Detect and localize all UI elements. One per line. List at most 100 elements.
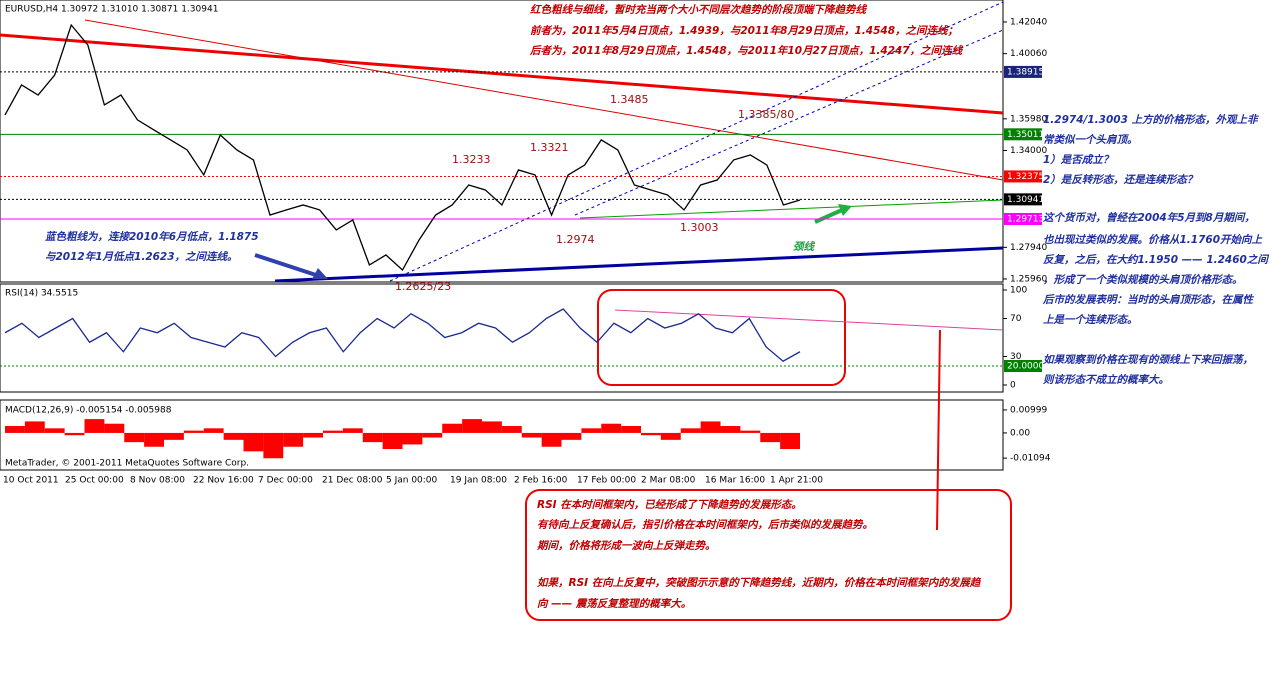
copyright: MetaTrader, © 2001-2011 MetaQuotes Softw…: [5, 459, 249, 469]
annotation: 如果，RSI 在向上反复中，突破图示示意的下降趋势线，近期内，价格在本时间框架内…: [537, 576, 982, 589]
macd-bar: [482, 421, 502, 433]
macd-bar: [203, 428, 224, 433]
annotation: 后市的发展表明：当时的头肩顶形态，在属性: [1042, 293, 1254, 306]
rsi-label: RSI(14) 34.5515: [5, 289, 78, 299]
y-tick-label: 1.40060: [1010, 49, 1047, 59]
trend-line-thick: [0, 33, 1004, 115]
price-tag-label: 1.32375: [1007, 172, 1044, 182]
channel-line: [389, 1, 1004, 282]
macd-bar: [660, 432, 681, 440]
annotation: 常类似一个头肩顶。: [1043, 133, 1138, 146]
annotation: 期间，价格将形成一波向上反弹走势。: [536, 539, 716, 552]
macd-bar: [581, 428, 602, 433]
macd-bar: [144, 432, 164, 447]
rsi-line: [4, 308, 801, 363]
price-tag: [1004, 170, 1042, 183]
pointer-line: [936, 329, 941, 531]
macd-bar: [462, 419, 482, 433]
arrowhead: [838, 204, 852, 216]
macd-bar: [700, 421, 721, 433]
y-tick-label: 0.00: [1010, 428, 1030, 438]
macd-bar: [283, 432, 304, 447]
y-tick-label: 1.42040: [1010, 17, 1047, 27]
macd-bar: [521, 432, 542, 438]
annotation: 向 —— 震荡反复整理的概率大。: [537, 597, 691, 610]
annotation: 1）是否成立？: [1043, 153, 1113, 166]
macd-bar: [323, 430, 343, 433]
trend-line-thin: [84, 19, 1004, 181]
x-tick-label: 2 Mar 08:00: [641, 476, 696, 486]
macd-bar: [561, 432, 582, 440]
macd-bar: [501, 426, 522, 433]
macd-bar: [621, 426, 641, 433]
neckline: [579, 199, 1004, 219]
macd-bar: [780, 432, 800, 450]
price-tag: [1004, 193, 1042, 206]
macd-bar: [641, 432, 661, 436]
x-tick-label: 17 Feb 00:00: [577, 476, 636, 486]
macd-bar: [183, 430, 204, 433]
price-tag-label: 1.38915: [1007, 67, 1044, 77]
y-tick-label: 70: [1010, 314, 1022, 324]
x-tick-label: 7 Dec 00:00: [258, 476, 313, 486]
macd-label: MACD(12,26,9) -0.005154 -0.005988: [5, 406, 172, 416]
x-tick-label: 19 Jan 08:00: [450, 476, 507, 486]
rsi-trend-line: [614, 309, 1004, 331]
macd-bar: [124, 432, 145, 443]
price-tag-label: 1.35011: [1007, 130, 1044, 140]
macd-bar: [601, 423, 622, 433]
price-line: [4, 23, 801, 272]
macd-bar: [382, 432, 403, 450]
macd-bar: [243, 432, 264, 452]
annotation: 上是一个连续形态。: [1043, 313, 1138, 326]
annotation: 蓝色粗线为，连接2010年6月低点，1.1875: [45, 230, 259, 243]
price-annotation: 1.2974: [556, 233, 595, 246]
rsi-highlight: [597, 289, 846, 386]
macd-bar: [760, 432, 781, 443]
annotation: 则该形态不成立的概率大。: [1043, 373, 1169, 386]
macd-bar: [263, 432, 284, 459]
annotation: 后者为，2011年8月29日顶点，1.4548，与2011年10月27日顶点，1…: [529, 44, 964, 57]
price-annotation: 1.3321: [530, 141, 569, 154]
price-tag-label: 1.30941: [1007, 195, 1044, 205]
annotation: 这个货币对，曾经在2004年5月到8月期间，: [1043, 211, 1255, 224]
price-annotation: 1.2625/23: [395, 280, 451, 293]
x-tick-label: 5 Jan 00:00: [386, 476, 438, 486]
macd-bar: [303, 432, 323, 438]
x-tick-label: 1 Apr 21:00: [770, 476, 823, 486]
x-tick-label: 25 Oct 00:00: [65, 476, 124, 486]
arrow: [814, 208, 843, 224]
x-tick-label: 2 Feb 16:00: [514, 476, 568, 486]
macd-bar: [84, 419, 105, 433]
x-tick-label: 22 Nov 16:00: [193, 476, 254, 486]
support-line: [274, 246, 1004, 283]
x-tick-label: 16 Mar 16:00: [705, 476, 765, 486]
y-tick-label: 30: [1010, 352, 1022, 362]
annotation: 也出现过类似的发展。价格从1.1760开始向上: [1043, 233, 1263, 246]
macd-bar: [64, 432, 85, 436]
annotation: 1.2974/1.3003 上方的价格形态，外观上非: [1043, 113, 1259, 126]
macd-bar: [164, 432, 184, 440]
macd-bar: [362, 432, 383, 443]
macd-bar: [223, 432, 244, 440]
annotation: 前者为，2011年5月4日顶点，1.4939，与2011年8月29日顶点，1.4…: [530, 24, 958, 37]
y-tick-label: 1.25960: [1010, 274, 1047, 284]
x-tick-label: 21 Dec 08:00: [322, 476, 383, 486]
price-tag: [1004, 65, 1042, 78]
annotation: ，形成了一个类似规模的头肩顶价格形态。: [1043, 273, 1243, 286]
macd-bar: [422, 432, 443, 438]
price-annotation: 1.3233: [452, 153, 491, 166]
x-tick-label: 10 Oct 2011: [3, 476, 59, 486]
annotation: 有待向上反复确认后，指引价格在本时间框架内，后市类似的发展趋势。: [537, 518, 873, 531]
chart-header: EURUSD,H4 1.30972 1.31010 1.30871 1.3094…: [5, 5, 218, 15]
y-tick-label: 0.00999: [1010, 405, 1047, 415]
rsi-panel: [0, 283, 1004, 393]
note-box: [525, 489, 1012, 621]
annotation: 如果观察到价格在现有的颈线上下来回振荡，: [1043, 353, 1253, 366]
price-tag: [1004, 128, 1042, 141]
price-tag-label: 1.29713: [1007, 214, 1044, 224]
arrowhead: [312, 268, 328, 279]
price-annotation: 1.3003: [680, 221, 719, 234]
macd-bar: [541, 432, 562, 447]
neckline-label: 颈线: [793, 240, 815, 253]
